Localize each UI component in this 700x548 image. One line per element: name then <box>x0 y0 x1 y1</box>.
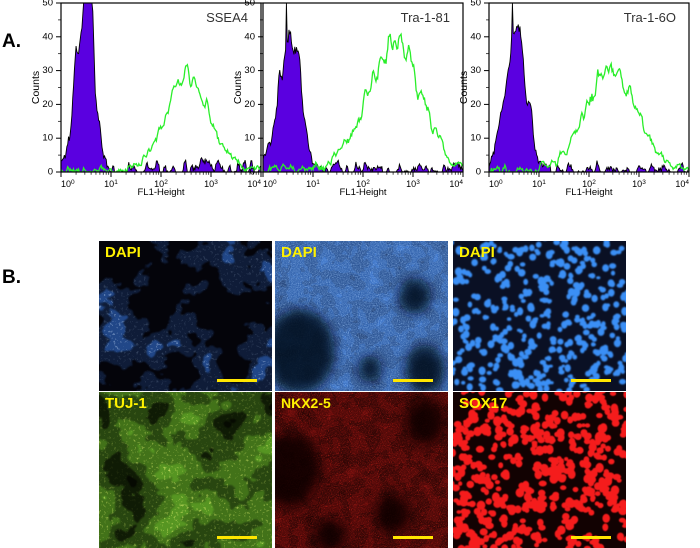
svg-text:Counts: Counts <box>458 71 470 104</box>
svg-text:20: 20 <box>244 99 255 110</box>
svg-text:101: 101 <box>532 179 546 189</box>
svg-text:FL1-Height: FL1-Height <box>566 187 613 198</box>
svg-text:50: 50 <box>244 0 255 9</box>
svg-text:0: 0 <box>250 167 255 178</box>
svg-text:100: 100 <box>489 179 503 189</box>
svg-text:30: 30 <box>470 65 481 76</box>
svg-text:10: 10 <box>470 133 481 144</box>
svg-text:101: 101 <box>104 179 118 189</box>
svg-text:Counts: Counts <box>232 71 244 104</box>
svg-text:104: 104 <box>675 179 689 189</box>
svg-text:101: 101 <box>306 179 320 189</box>
svg-text:Tra-1-81: Tra-1-81 <box>401 10 450 25</box>
svg-text:Tra-1-6O: Tra-1-6O <box>624 10 676 25</box>
svg-text:0: 0 <box>48 167 53 178</box>
svg-text:103: 103 <box>204 179 218 189</box>
svg-text:0: 0 <box>476 167 481 178</box>
svg-text:103: 103 <box>406 179 420 189</box>
svg-text:FL1-Height: FL1-Height <box>340 187 387 198</box>
svg-text:30: 30 <box>244 65 255 76</box>
svg-text:100: 100 <box>263 179 277 189</box>
svg-text:FL1-Height: FL1-Height <box>138 187 185 198</box>
svg-text:40: 40 <box>470 31 481 42</box>
svg-text:50: 50 <box>42 0 53 9</box>
svg-text:20: 20 <box>42 99 53 110</box>
svg-text:103: 103 <box>632 179 646 189</box>
svg-text:50: 50 <box>470 0 481 9</box>
svg-text:10: 10 <box>244 133 255 144</box>
svg-text:40: 40 <box>42 31 53 42</box>
svg-text:30: 30 <box>42 65 53 76</box>
svg-text:10: 10 <box>42 133 53 144</box>
svg-text:100: 100 <box>61 179 75 189</box>
svg-text:40: 40 <box>244 31 255 42</box>
svg-text:Counts: Counts <box>30 71 42 104</box>
svg-text:20: 20 <box>470 99 481 110</box>
